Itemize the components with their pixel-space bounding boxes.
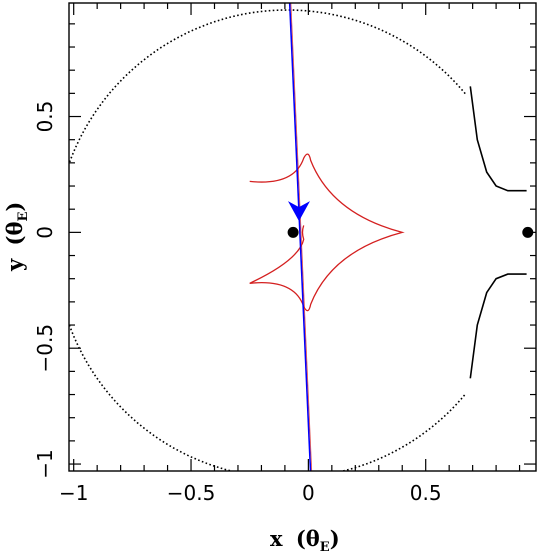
lens-points <box>287 226 534 238</box>
plot-area <box>69 3 534 471</box>
y-tick-label: 0 <box>33 226 57 239</box>
y-axis-title: y (θE) <box>2 202 31 272</box>
x-tick-label: −0.5 <box>167 481 216 505</box>
y-tick-labels: −1 −0.5 0 0.5 <box>33 101 57 479</box>
x-tick-label: 0 <box>302 481 315 505</box>
lens-point <box>287 226 299 238</box>
axis-ticks <box>69 3 536 471</box>
source-trajectory <box>287 3 313 471</box>
x-tick-label: −1 <box>59 481 88 505</box>
trajectory-shadow <box>290 3 313 471</box>
plot-frame <box>68 2 537 472</box>
direction-arrow <box>287 201 310 222</box>
x-tick-label: 0.5 <box>410 481 442 505</box>
caustic-curve <box>249 153 405 312</box>
critical-curve <box>69 9 527 471</box>
critical-curve-lower-branch <box>469 273 527 379</box>
x-axis-title: x (θE) <box>270 526 340 555</box>
critical-curve-loop <box>69 9 466 471</box>
caustic-path <box>249 153 405 312</box>
trajectory-line <box>288 3 312 471</box>
x-tick-labels: −1 −0.5 0 0.5 <box>59 481 442 505</box>
y-tick-label: 0.5 <box>33 101 57 133</box>
y-tick-label: −0.5 <box>33 324 57 373</box>
y-tick-label: −1 <box>33 449 57 478</box>
critical-curve-upper-branch <box>469 86 527 192</box>
